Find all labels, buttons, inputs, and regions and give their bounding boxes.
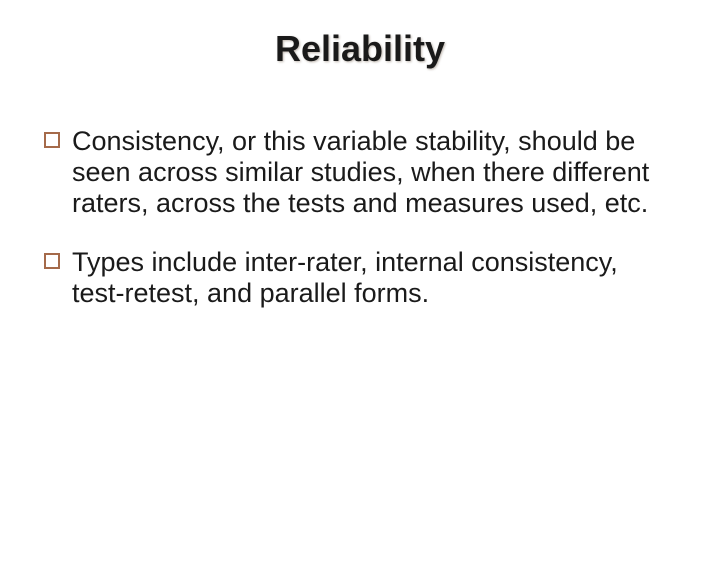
square-bullet-icon xyxy=(44,132,60,148)
slide-title: Reliability xyxy=(0,28,720,70)
bullet-text: Consistency, or this variable stability,… xyxy=(72,126,649,218)
square-bullet-icon xyxy=(44,253,60,269)
bullet-item: Types include inter-rater, internal cons… xyxy=(44,247,676,309)
bullet-list: Consistency, or this variable stability,… xyxy=(44,126,676,309)
bullet-item: Consistency, or this variable stability,… xyxy=(44,126,676,219)
bullet-text: Types include inter-rater, internal cons… xyxy=(72,247,618,308)
